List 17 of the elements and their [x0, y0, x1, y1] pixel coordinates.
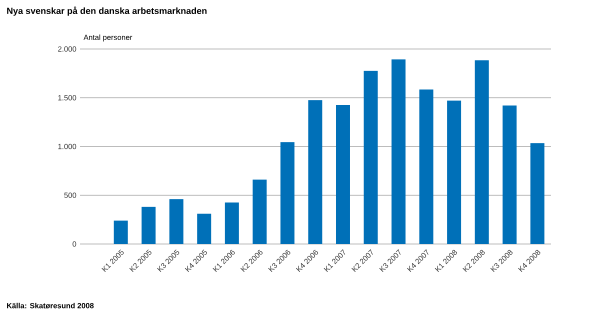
- bar: [364, 70, 378, 244]
- bar: [447, 100, 462, 244]
- bar: [252, 180, 267, 244]
- bar: [392, 59, 406, 244]
- bar: [142, 206, 156, 244]
- bar: [419, 89, 434, 244]
- bar: [530, 143, 544, 244]
- bar: [280, 142, 294, 244]
- bar: [474, 60, 489, 244]
- bar: [502, 106, 517, 244]
- chart-title: Nya svenskar på den danska arbetsmarknaden: [7, 6, 207, 16]
- bar: [197, 214, 212, 244]
- bar: [114, 220, 128, 244]
- bar: [336, 105, 350, 244]
- bar: [308, 100, 322, 244]
- bar: [224, 202, 239, 244]
- bar: [169, 199, 184, 244]
